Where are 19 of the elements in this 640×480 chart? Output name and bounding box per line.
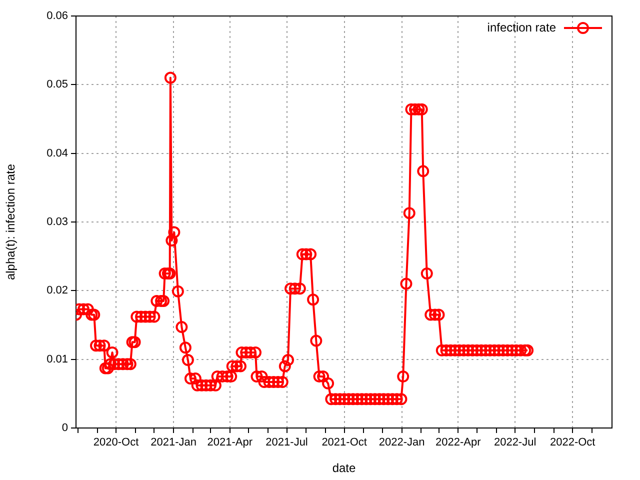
x-axis-title: date bbox=[332, 461, 356, 476]
y-tick-label: 0.06 bbox=[46, 10, 68, 22]
legend-label: infection rate bbox=[487, 20, 556, 34]
y-tick-label: 0.05 bbox=[46, 78, 68, 91]
x-tick-label: 2021-Oct bbox=[322, 436, 367, 449]
x-tick-label: 2021-Jan bbox=[150, 436, 197, 449]
x-tick-label: 2022-Oct bbox=[550, 436, 596, 449]
y-axis-title: alpha(t): infection rate bbox=[4, 164, 18, 280]
y-tick-label: 0.02 bbox=[46, 284, 68, 297]
x-tick-label: 2022-Jan bbox=[378, 436, 425, 449]
y-tick-label: 0.04 bbox=[46, 147, 68, 160]
x-tick-label: 2022-Jul bbox=[494, 436, 536, 449]
y-tick-label: 0 bbox=[62, 422, 68, 434]
x-tick-label: 2021-Jul bbox=[266, 436, 308, 449]
x-tick-label: 2020-Oct bbox=[93, 436, 139, 449]
y-tick-label: 0.03 bbox=[46, 216, 68, 228]
x-tick-label: 2022-Apr bbox=[436, 436, 482, 449]
x-tick-label: 2021-Apr bbox=[207, 436, 253, 449]
y-tick-label: 0.01 bbox=[46, 353, 68, 366]
